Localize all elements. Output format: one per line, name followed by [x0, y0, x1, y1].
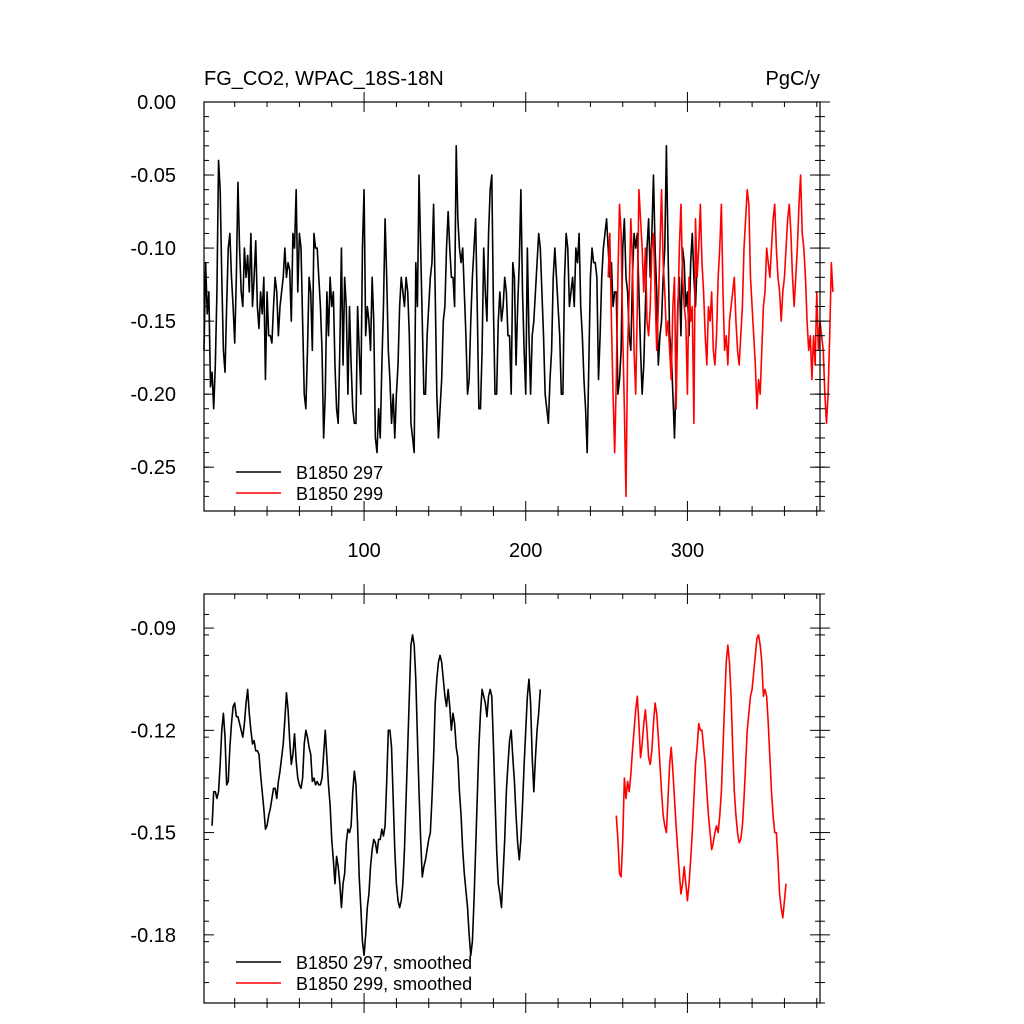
y-tick-label: -0.05	[130, 165, 176, 187]
legend-label-b1850-299: B1850 299	[296, 484, 383, 504]
y-tick-label: -0.20	[130, 384, 176, 406]
y-tick-label: -0.25	[130, 457, 176, 479]
bottom-panel: -0.09 -0.12 -0.15 -0.18 B1850 297, smoothed…	[130, 584, 830, 1013]
y-tick-label: -0.15	[130, 823, 176, 845]
top-title-left: FG_CO2, WPAC_18S-18N	[204, 68, 444, 90]
x-tick-label: 100	[347, 540, 380, 562]
top-title-right-units: PgC/y	[766, 68, 820, 90]
y-tick-label: -0.12	[130, 720, 176, 742]
y-tick-label: -0.09	[130, 618, 176, 640]
series-line-b1850-297	[203, 145, 698, 454]
y-tick-label: -0.15	[130, 311, 176, 333]
legend-label-b1850-297-smoothed: B1850 297, smoothed	[296, 953, 472, 973]
series-line-b1850-299-smoothed	[615, 634, 787, 919]
y-tick-label: -0.10	[130, 238, 176, 260]
series-line-b1850-297-smoothed	[211, 634, 542, 957]
top-panel: FG_CO2, WPAC_18S-18N PgC/y 0.00 -0.05 -0.1…	[130, 68, 834, 562]
legend-label-b1850-299-smoothed: B1850 299, smoothed	[296, 974, 472, 994]
y-tick-label: -0.18	[130, 925, 176, 947]
x-tick-label: 300	[671, 540, 704, 562]
y-tick-label: 0.00	[137, 92, 176, 114]
legend-label-b1850-297: B1850 297	[296, 463, 383, 483]
series-line-b1850-299	[607, 174, 834, 498]
x-tick-label: 200	[509, 540, 542, 562]
